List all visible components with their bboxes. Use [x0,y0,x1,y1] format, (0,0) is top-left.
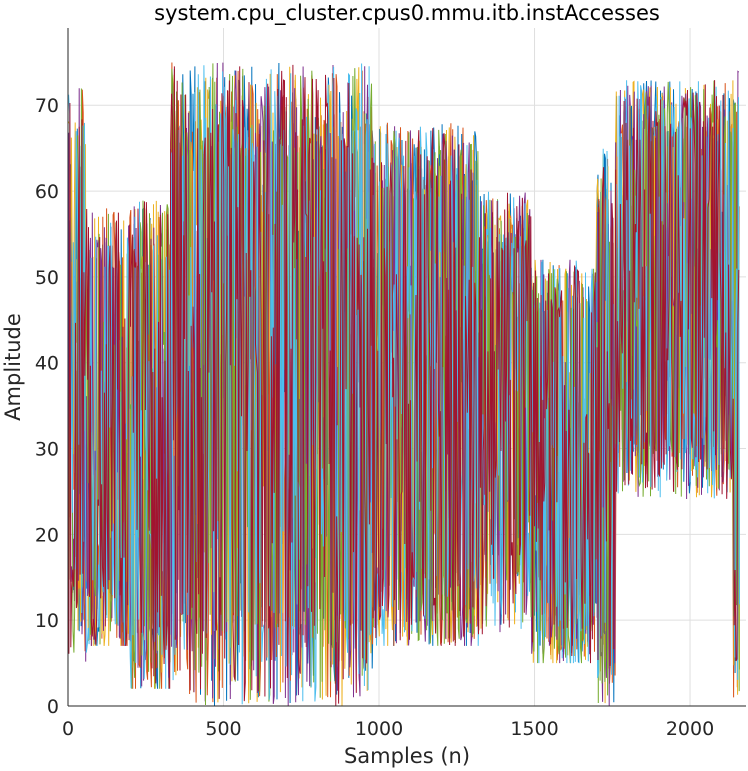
x-tick-label: 2000 [666,718,714,740]
y-tick-label: 70 [35,95,59,117]
y-tick-label: 0 [47,696,59,718]
y-tick-label: 60 [35,181,59,203]
chart-title: system.cpu_cluster.cpus0.mmu.itb.instAcc… [154,1,660,26]
y-tick-label: 30 [35,439,59,461]
x-tick-labels: 0 500 1000 1500 2000 [62,718,714,740]
series-line-7 [67,64,740,706]
y-tick-label: 50 [35,267,59,289]
x-tick-label: 1000 [355,718,403,740]
x-tick-label: 1500 [510,718,558,740]
y-tick-label: 10 [35,610,59,632]
series-group [67,62,740,706]
x-axis-label: Samples (n) [344,744,470,768]
y-tick-label: 20 [35,524,59,546]
x-tick-label: 500 [205,718,241,740]
y-axis-label: Amplitude [1,313,25,421]
y-tick-label: 40 [35,353,59,375]
y-tick-labels: 0 10 20 30 40 50 60 70 [35,95,59,718]
x-tick-label: 0 [62,718,74,740]
axes [67,28,746,707]
